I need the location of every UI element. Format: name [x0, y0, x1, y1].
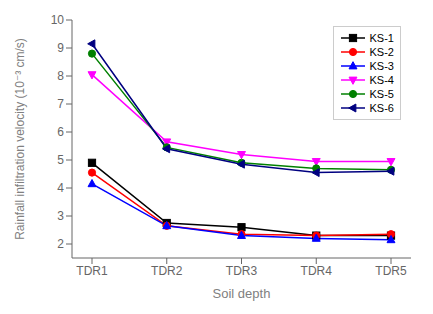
svg-text:10: 10 — [51, 13, 65, 27]
svg-text:6: 6 — [57, 125, 64, 139]
svg-text:3: 3 — [57, 209, 64, 223]
svg-text:Rainfall infiltration velocity: Rainfall infiltration velocity (10⁻³ cm/… — [13, 38, 27, 240]
svg-text:TDR1: TDR1 — [76, 264, 108, 278]
html-text:KS-5: KS-5 — [369, 88, 394, 100]
svg-text:2: 2 — [57, 237, 64, 251]
svg-text:7: 7 — [57, 97, 64, 111]
html-text:KS-2: KS-2 — [369, 46, 394, 58]
svg-text:4: 4 — [57, 181, 64, 195]
svg-text:8: 8 — [57, 69, 64, 83]
svg-text:TDR2: TDR2 — [151, 264, 183, 278]
html-text:KS-6: KS-6 — [369, 102, 394, 114]
svg-text:9: 9 — [57, 41, 64, 55]
svg-text:TDR3: TDR3 — [226, 264, 258, 278]
svg-text:TDR4: TDR4 — [301, 264, 333, 278]
svg-text:5: 5 — [57, 153, 64, 167]
svg-text:Soil depth: Soil depth — [213, 286, 271, 301]
svg-text:TDR5: TDR5 — [375, 264, 407, 278]
html-text:KS-4: KS-4 — [369, 74, 394, 86]
html-text:KS-3: KS-3 — [369, 60, 394, 72]
html-text:KS-1: KS-1 — [369, 32, 394, 44]
